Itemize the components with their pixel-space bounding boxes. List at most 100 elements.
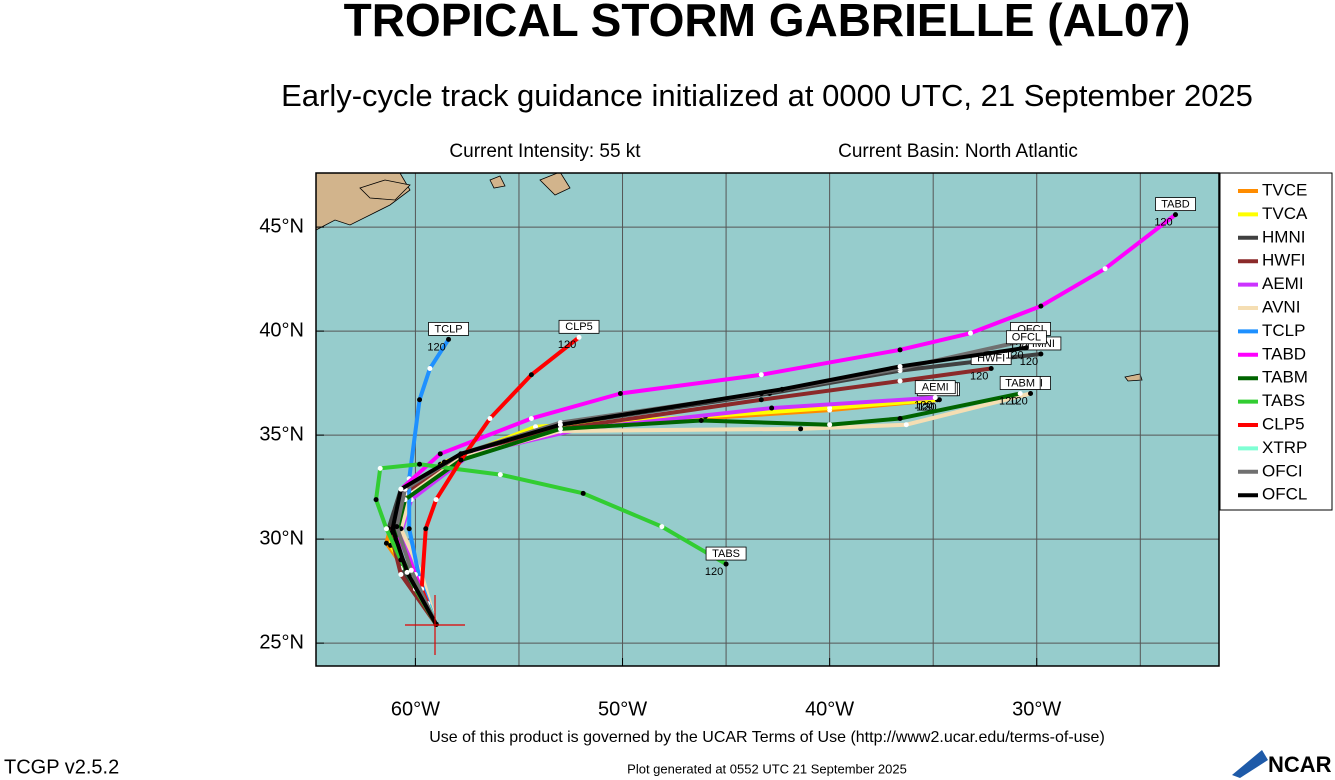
track-point [404,569,410,575]
track-point [487,415,493,421]
track-point [383,526,389,532]
track-point [659,524,665,530]
track-point [433,621,439,627]
track-point [423,526,429,532]
track-point [897,347,903,353]
track-point [1038,303,1044,309]
track-hour: 120 [427,341,445,353]
track-point [1017,390,1023,396]
track-point [373,497,379,503]
legend-label: CLP5 [1262,414,1305,433]
x-tick-label: 40°W [805,698,854,720]
track-point [1023,345,1029,351]
tracks: TVCE120TVCA120HMNI120HWFI120AEMI120AVNI1… [373,197,1196,627]
track-point [723,561,729,567]
track-tag-box [558,319,600,334]
legend-label: OFCL [1262,485,1307,504]
track-point [827,405,833,411]
y-tick-label: 35°N [259,423,304,445]
track-point [903,422,909,428]
track-point [398,571,404,577]
track-point [557,422,563,428]
terms: Use of this product is governed by the U… [429,729,1105,746]
track-hour: 120 [705,566,723,578]
legend-label: HMNI [1262,227,1305,246]
legend-label: TABS [1262,391,1305,410]
legend-label: AEMI [1262,274,1304,293]
x-tick-label: 50°W [598,698,647,720]
track-tag-box [999,376,1041,390]
track-hour: 120 [1154,217,1172,229]
legend-label: TABD [1262,344,1306,363]
track-point [408,567,414,573]
track-tag-box [428,322,469,336]
track-hour: 120 [999,395,1017,407]
track-point [1038,351,1044,357]
track-point [827,422,833,428]
track-tag: TABD [1161,199,1190,211]
track-hour: 120 [558,339,576,351]
track-point [497,472,503,478]
y-tick-label: 45°N [259,215,304,237]
track-point [769,405,775,411]
track-point [390,526,396,532]
track-tag: AEMI [922,382,949,394]
track-point [698,418,704,424]
track-tag-box [914,380,956,395]
track-point [1028,390,1034,396]
track-point [988,366,994,372]
track-point [758,397,764,403]
track-point [580,490,586,496]
track-hour: 120 [1005,350,1023,362]
track-point [617,390,623,396]
generated: Plot generated at 0552 UTC 21 September … [627,761,907,776]
track-tag-box [1005,330,1047,345]
track-point [758,372,764,378]
logo: NCAR [1268,752,1332,777]
track-point [398,486,404,492]
ocean [316,173,1219,666]
track-tag-box [705,546,747,561]
track-point [897,363,903,369]
legend-label: HWFI [1262,251,1305,270]
track-point [528,372,534,378]
legend [1219,172,1333,511]
legend-label: AVNI [1262,297,1300,316]
track-point [967,330,973,336]
x-tick-label: 30°W [1012,698,1061,720]
track-point [528,415,534,421]
track-point [932,395,938,401]
legend-label: TCLP [1262,321,1305,340]
track-point [458,457,464,463]
track-tag: CLP5 [565,321,593,333]
y-tick-label: 30°N [259,527,304,549]
intensity: Current Intensity: 55 kt [449,141,641,162]
track-point [897,378,903,384]
legend-label: TVCE [1262,180,1307,199]
track-hour: 120 [1020,356,1038,368]
track-point [417,461,423,467]
plot-frame [315,172,1220,667]
chart-subtitle: Early-cycle track guidance initialized a… [281,78,1253,113]
track-hour: 120 [970,370,988,382]
track-point [1102,266,1108,272]
track-hour: 120 [914,400,932,412]
track-point [897,415,903,421]
track-tag: TABS [712,548,740,560]
legend-label: OFCI [1262,461,1303,480]
land [316,173,1143,382]
y-tick-label: 40°N [259,319,304,341]
track-point [383,540,389,546]
chart-title: TROPICAL STORM GABRIELLE (AL07) [344,0,1191,46]
x-tick-label: 60°W [391,698,440,720]
legend-items: TVCE TVCA HMNI HWFI AEMI AVNI TCLP TABD TABM TABS… [1238,180,1308,504]
legend-label: XTRP [1262,438,1307,457]
track-point [406,526,412,532]
track-point [458,451,464,457]
track-point [437,451,443,457]
track-point [417,397,423,403]
track-point [377,465,383,471]
track-tag: TCLP [434,323,462,335]
legend-label: TVCA [1262,204,1308,223]
